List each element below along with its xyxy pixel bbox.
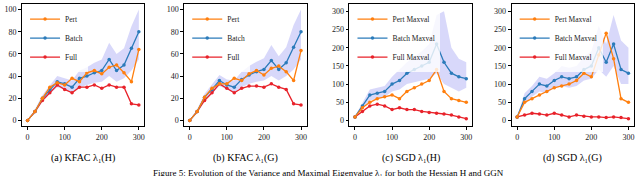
svg-text:150: 150 (332, 62, 344, 71)
svg-text:Pert Maxval: Pert Maxval (392, 15, 429, 24)
svg-text:0: 0 (26, 133, 30, 142)
svg-text:(a) KFAC λ₁(H): (a) KFAC λ₁(H) (51, 152, 115, 164)
svg-text:200: 200 (494, 44, 506, 53)
svg-text:Pert: Pert (227, 15, 240, 24)
svg-text:100: 100 (332, 80, 344, 89)
svg-text:100: 100 (221, 133, 233, 142)
svg-text:100: 100 (167, 5, 179, 14)
svg-text:20: 20 (9, 94, 17, 103)
svg-text:80: 80 (171, 28, 179, 37)
svg-text:Pert: Pert (65, 15, 78, 24)
svg-text:200: 200 (96, 133, 108, 142)
svg-text:300: 300 (460, 133, 472, 142)
svg-text:250: 250 (332, 25, 344, 34)
svg-text:300: 300 (295, 133, 307, 142)
svg-text:(c) SGD λ₁(H): (c) SGD λ₁(H) (382, 152, 440, 164)
svg-text:40: 40 (171, 72, 179, 81)
svg-text:Batch: Batch (227, 34, 245, 43)
svg-text:200: 200 (423, 133, 435, 142)
svg-text:300: 300 (133, 133, 145, 142)
svg-text:Pert Maxval: Pert Maxval (555, 15, 592, 24)
svg-text:Full Maxval: Full Maxval (555, 53, 592, 62)
svg-text:Full: Full (65, 53, 77, 62)
svg-text:300: 300 (332, 7, 344, 16)
svg-text:0: 0 (188, 133, 192, 142)
svg-text:50: 50 (498, 98, 506, 107)
svg-text:250: 250 (494, 25, 506, 34)
svg-text:Full: Full (227, 53, 239, 62)
svg-text:0: 0 (515, 133, 519, 142)
svg-text:0: 0 (340, 116, 344, 125)
svg-text:200: 200 (585, 133, 597, 142)
svg-text:300: 300 (622, 133, 634, 142)
svg-text:0: 0 (502, 116, 506, 125)
svg-text:(b) KFAC λ₁(G): (b) KFAC λ₁(G) (213, 152, 278, 164)
svg-text:100: 100 (548, 133, 560, 142)
svg-text:100: 100 (494, 80, 506, 89)
svg-text:60: 60 (9, 50, 17, 59)
svg-text:0: 0 (353, 133, 357, 142)
svg-text:50: 50 (336, 98, 344, 107)
svg-text:200: 200 (258, 133, 270, 142)
svg-text:Batch Maxval: Batch Maxval (555, 34, 597, 43)
svg-text:100: 100 (5, 5, 17, 14)
svg-text:Batch Maxval: Batch Maxval (392, 34, 434, 43)
svg-text:80: 80 (9, 28, 17, 37)
svg-text:0: 0 (175, 116, 179, 125)
svg-text:0: 0 (13, 116, 17, 125)
svg-text:200: 200 (332, 44, 344, 53)
svg-text:60: 60 (171, 50, 179, 59)
svg-text:(d) SGD λ₁(G): (d) SGD λ₁(G) (543, 152, 602, 164)
svg-text:20: 20 (171, 94, 179, 103)
svg-text:Figure 5: Evolution of the Var: Figure 5: Evolution of the Variance and … (153, 168, 504, 176)
svg-text:100: 100 (59, 133, 71, 142)
svg-text:150: 150 (494, 62, 506, 71)
svg-text:40: 40 (9, 72, 17, 81)
svg-text:Full Maxval: Full Maxval (392, 53, 429, 62)
svg-text:100: 100 (386, 133, 398, 142)
svg-text:Batch: Batch (65, 34, 83, 43)
svg-text:300: 300 (494, 7, 506, 16)
